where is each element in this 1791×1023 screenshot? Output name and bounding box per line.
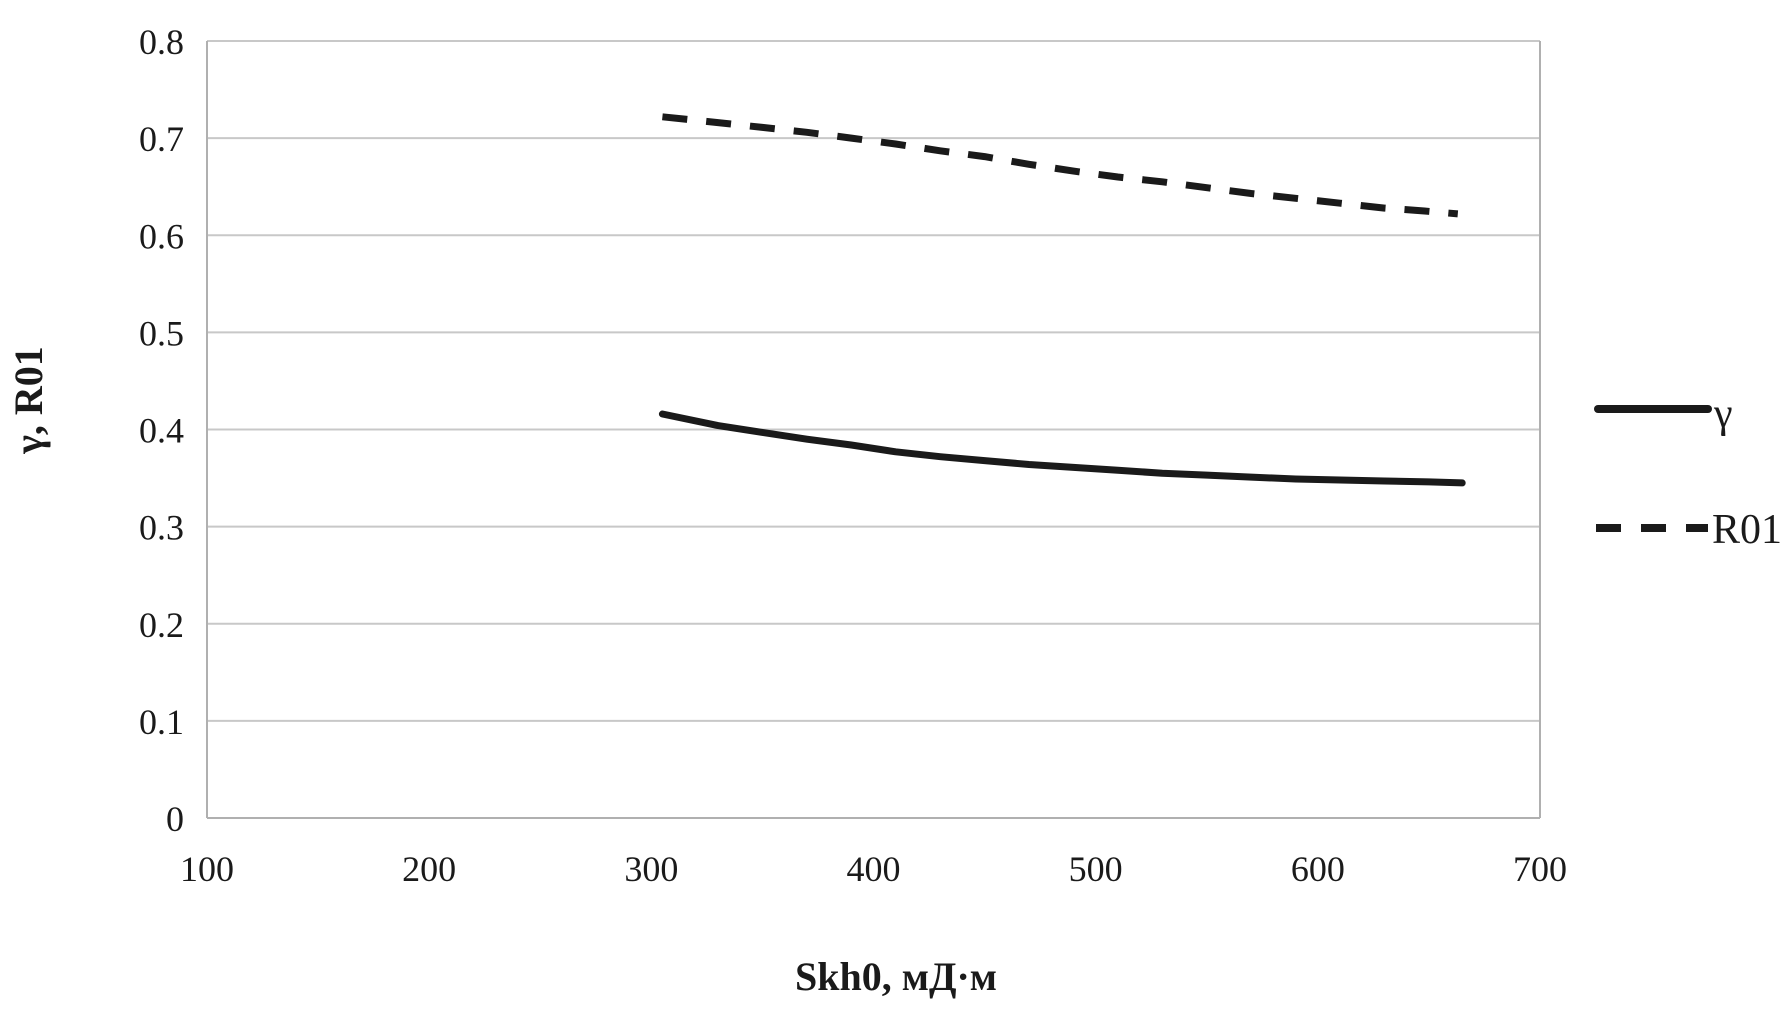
x-axis-title: Skh0, мД·м (795, 954, 997, 999)
y-tick-label: 0.3 (139, 508, 184, 548)
x-tick-label: 600 (1291, 849, 1345, 889)
y-tick-label: 0.7 (139, 119, 184, 159)
y-tick-label: 0.6 (139, 216, 184, 256)
legend-label-gamma: γ (1713, 391, 1733, 437)
y-tick-label: 0.4 (139, 411, 184, 451)
series-line-gamma (658, 410, 1466, 487)
y-tick-label: 0 (166, 799, 184, 839)
x-tick-label: 200 (402, 849, 456, 889)
y-tick-label: 0.5 (139, 313, 184, 353)
x-tick-label: 500 (1069, 849, 1123, 889)
y-tick-label: 0.1 (139, 702, 184, 742)
y-tick-label: 0.2 (139, 605, 184, 645)
x-tick-label: 100 (180, 849, 234, 889)
y-axis-title: γ, R01 (6, 346, 51, 455)
series-line-r01 (662, 113, 1459, 218)
x-tick-label: 400 (847, 849, 901, 889)
x-tick-label: 300 (624, 849, 678, 889)
x-tick-label: 700 (1513, 849, 1567, 889)
legend-label-r01: R01 (1712, 507, 1782, 553)
y-tick-label: 0.8 (139, 22, 184, 62)
